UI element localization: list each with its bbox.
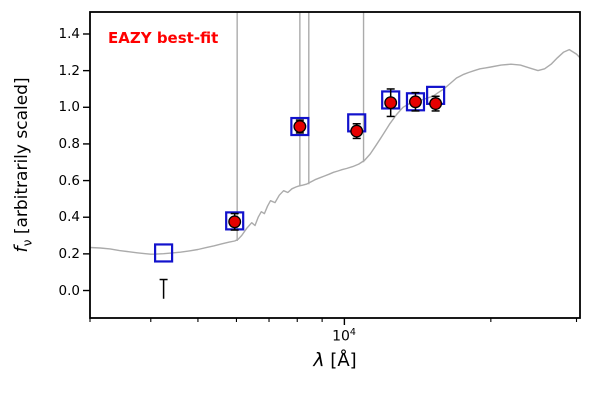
observed-photometry-marker — [409, 95, 422, 109]
y-tick-label: 1.0 — [58, 99, 80, 116]
xlabel-symbol: λ — [313, 349, 325, 371]
x-tick-label: 104 — [316, 327, 372, 345]
y-tick-label: 1.2 — [58, 62, 80, 79]
model-photometry-marker — [153, 243, 174, 263]
x-tick-base: 10 — [332, 328, 350, 345]
y-axis-label: fν [arbitrarily scaled] — [11, 12, 35, 318]
ylabel-text: [arbitrarily scaled] — [12, 77, 32, 240]
model-spectrum-line — [90, 48, 580, 255]
ylabel-symbol: f — [11, 246, 32, 253]
ylabel-subscript: ν — [20, 239, 35, 247]
observed-photometry-marker — [293, 120, 307, 133]
x-tick-exponent: 4 — [349, 327, 356, 338]
model-photometry-marker — [290, 116, 310, 137]
axes-spines — [89, 11, 581, 319]
y-tick-label: 0.8 — [58, 135, 80, 152]
observed-photometry-marker — [429, 97, 443, 111]
y-tick-label: 0.6 — [58, 172, 80, 189]
best-fit-annotation: EAZY best-fit — [108, 29, 219, 47]
observed-photometry-marker — [228, 215, 242, 229]
xlabel-text: [Å] — [324, 350, 357, 371]
y-tick-label: 0.0 — [58, 282, 80, 299]
y-tick-label: 0.2 — [58, 245, 80, 262]
observed-photometry-marker — [350, 124, 364, 138]
observed-photometry-marker — [384, 96, 398, 110]
y-tick-label: 0.4 — [58, 209, 80, 226]
x-axis-label: λ [Å] — [185, 349, 485, 371]
spectrum-group — [90, 12, 580, 255]
y-tick-label: 1.4 — [58, 25, 80, 42]
